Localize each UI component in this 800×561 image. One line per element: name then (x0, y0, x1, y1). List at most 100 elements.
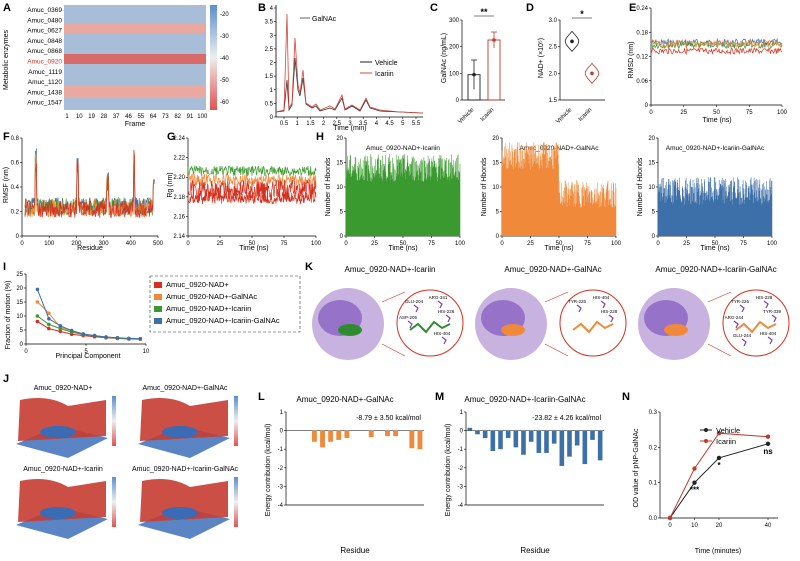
y-tick-label: 20 (16, 286, 23, 292)
hbond-title: Amuc_0920-NAD+-Icariin-GalNAc (666, 145, 765, 152)
y-tick-label: 0 (496, 234, 500, 240)
y-tick-label: 15 (336, 161, 343, 167)
heatmap-xtick: 19 (88, 114, 95, 120)
legend-label: Amuc_0920-NAD+-Icariin-GalNAc (166, 316, 280, 325)
panel-g-ylabel: Rg (nm) (167, 172, 174, 197)
panel-b-letter: B (258, 2, 266, 14)
energy-bar (490, 430, 496, 452)
heatmap-xtick: 46 (125, 114, 132, 120)
y-tick-label: 3.5 (265, 20, 274, 26)
hbond-ylabel: Number of Hbonds (481, 157, 488, 216)
category-label: Vehicle (457, 107, 475, 125)
hbond-plot-1: Number of Hbonds 0 5 10 15 20 0 25 50 75 100 Time (… (325, 136, 466, 252)
x-tick-label: 100 (44, 241, 55, 247)
x-tick-label: 200 (71, 241, 82, 247)
landscape-2: Amuc_0920-NAD+-GalNAc (138, 385, 238, 458)
residue-stick (407, 320, 413, 329)
x-tick-label: 2 (322, 121, 326, 127)
x-tick-label: 500 (153, 241, 164, 247)
heatmap-ylabel: Metabolic enzymes (3, 30, 10, 90)
legend-vehicle: Vehicle (716, 426, 740, 435)
heatmap-row-hot (64, 54, 206, 64)
x-tick-label: 4.5 (385, 121, 394, 127)
y-tick-label: 300 (449, 18, 460, 24)
heatmap-row-label: Amuc_0627 (27, 28, 62, 35)
hbond-xlabel: Time (ns) (388, 245, 417, 252)
pc-point (127, 336, 131, 341)
structure-title: Amuc_0920-NAD+-Icariin-GalNAc (655, 265, 776, 274)
y-tick-label: 0 (20, 342, 24, 348)
y-tick-label: 2.5 (549, 45, 558, 51)
residue-label: HIS-404 (593, 295, 610, 300)
panel-j-letter: J (3, 373, 9, 385)
energy-bar (567, 430, 572, 457)
heatmap-row-label: Amuc_0868 (27, 48, 62, 55)
sig-label: * (717, 461, 721, 470)
panel-e: E RMSD (nm) 00.060.120.180.240 25 50 75 100 … (628, 2, 788, 124)
y-tick-label: 10 (16, 314, 23, 320)
y-tick-label: 1.5 (549, 98, 558, 104)
y-tick-label: -1 (458, 447, 464, 453)
pc-series-line (37, 315, 141, 340)
panel-g: G Rg (nm) 2.14 2.16 2.18 2.20 2.22 2.24 0 25 50 7… (167, 131, 322, 252)
y-tick-label: -2 (278, 466, 284, 472)
residue-stick (733, 320, 739, 329)
hbond-xlabel: Time (ns) (544, 245, 573, 252)
x-tick-label: 3.5 (359, 121, 368, 127)
panel-d: D NAD+ (×10⁵) 1.5 2.0 2.5 3.0 Vehicle Icariin… (526, 2, 605, 125)
hbond-trace (501, 142, 617, 236)
energy-bar (467, 427, 473, 431)
residue-stick (741, 338, 747, 347)
energy-bar (505, 430, 511, 439)
heatmap-row-label: Amuc_1120 (28, 79, 63, 86)
energy-bar (482, 430, 488, 439)
y-tick-label: 2.0 (549, 71, 558, 77)
od-point (692, 480, 697, 485)
y-tick-label: 3 (270, 33, 274, 39)
y-tick-label: 2.5 (265, 47, 274, 53)
y-tick-label: 4 (270, 6, 274, 12)
structure-view-2: Amuc_0920-NAD+-GalNAc TYR-226 HIS-404 HIS-2… (475, 265, 627, 360)
x-tick-label: 50 (713, 110, 720, 116)
heatmap-xtick: 100 (197, 114, 208, 120)
x-tick-label: 5.5 (412, 121, 421, 127)
x-tick-label: 4 (375, 121, 379, 127)
category-label: Vehicle (555, 107, 573, 125)
colorbar-tick: -60 (220, 100, 229, 106)
y-tick-label: 2.20 (173, 175, 185, 181)
panel-i-ylabel: Fraction of motion (%) (5, 281, 12, 350)
hbond-plot-2: Number of Hbonds 0 5 10 15 20 0 25 50 75 100 Time (… (481, 136, 622, 252)
panel-l-ylabel: Energy contribution (kcal/mol) (265, 424, 272, 517)
panel-m-ylabel: Energy contribution (kcal/mol) (445, 424, 452, 517)
energy-bar (559, 430, 565, 466)
panel-d-letter: D (526, 2, 534, 14)
colorbar-tick: -20 (220, 12, 229, 18)
zoom-line (707, 343, 732, 357)
panel-g-letter: G (167, 131, 176, 143)
y-tick-label: 1 (280, 410, 284, 416)
legend-label: Amuc_0920-NAD+-GalNAc (166, 292, 257, 301)
panel-f-letter: F (3, 131, 10, 143)
x-tick-label: 10 (143, 349, 150, 355)
y-tick-label: 0.6 (11, 161, 20, 167)
heatmap-xtick: 64 (150, 114, 157, 120)
x-tick-label: 100 (767, 241, 778, 247)
panel-c: C GalNAc (ng/mL) 0 100 200 300 Vehicle Icarii… (430, 2, 505, 125)
heatmap-row-labels: Amuc_0369 Amuc_0480 Amuc_0627 Amuc_0848 Amuc… (27, 7, 62, 107)
x-tick-label: 50 (556, 241, 563, 247)
legend-dot-icariin (704, 439, 708, 443)
panel-n: N OD value of pNP-GalNAc 0.0 0.1 0.2 0.3 0 10… (622, 391, 778, 555)
residue-label: ARG-244 (725, 315, 744, 320)
residue-stick (445, 314, 451, 323)
y-tick-label: 0 (340, 234, 344, 240)
energy-bar (582, 430, 588, 465)
legend-vehicle: Vehicle (375, 60, 398, 67)
energy-bar (551, 430, 557, 444)
landscape-colorbar (234, 477, 238, 527)
energy-bar (498, 430, 503, 450)
x-tick-label: 0 (344, 241, 348, 247)
binding-energy: -8.79 ± 3.50 kcal/mol (356, 415, 421, 422)
colorbar-ticks: -20 -30 -40 -50 -60 (220, 12, 229, 106)
